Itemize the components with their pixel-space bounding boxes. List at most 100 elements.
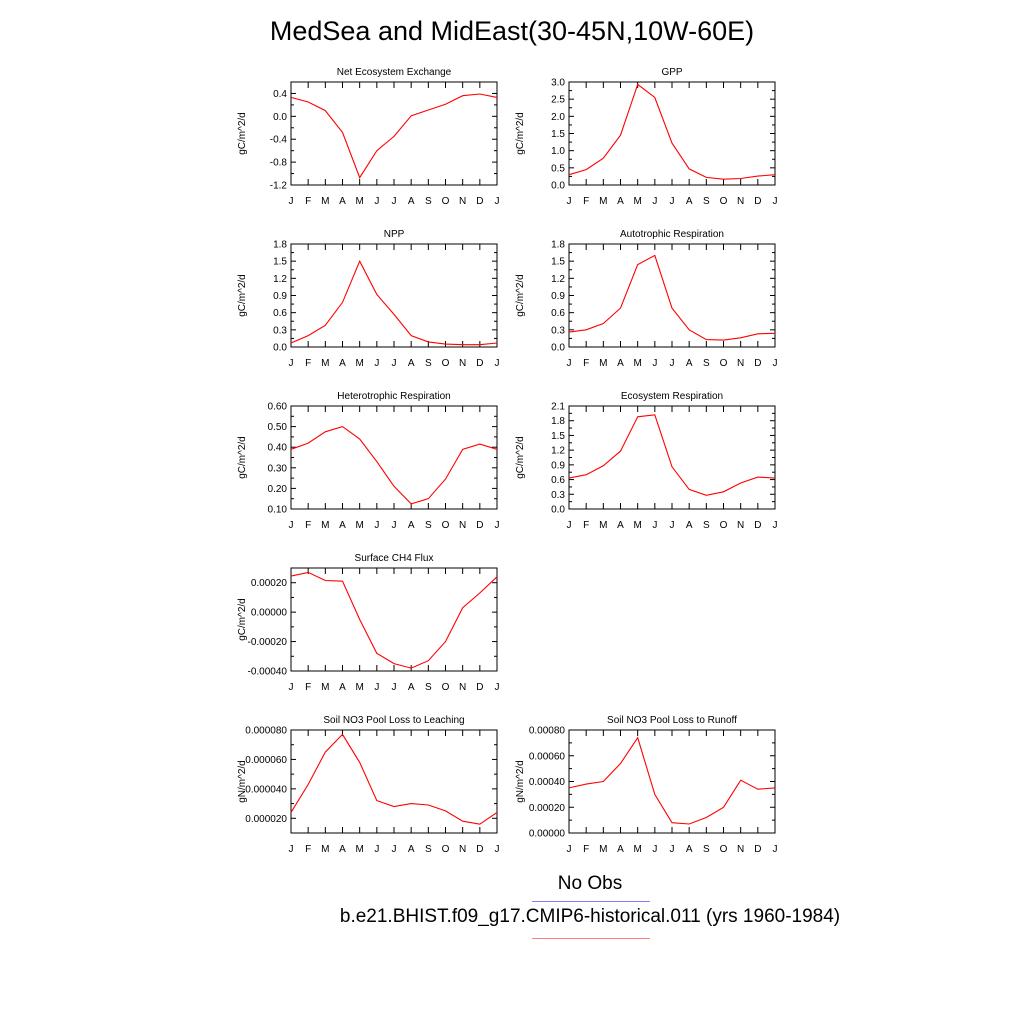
legend-case-line <box>532 938 650 939</box>
x-tick-label: J <box>495 520 500 531</box>
x-tick-label: F <box>583 358 589 369</box>
x-tick-label: F <box>583 844 589 855</box>
series-line <box>568 736 776 825</box>
x-tick-label: M <box>599 196 607 207</box>
x-tick-label: M <box>321 358 329 369</box>
x-tick-label: A <box>617 196 624 207</box>
x-tick-label: J <box>773 358 778 369</box>
x-tick-label: A <box>686 844 693 855</box>
x-tick-label: O <box>442 844 450 855</box>
y-tick-label: -0.00020 <box>248 637 288 648</box>
x-tick-label: J <box>374 682 379 693</box>
x-tick-label: A <box>339 358 346 369</box>
chart-title: Autotrophic Respiration <box>620 229 724 240</box>
x-tick-label: N <box>737 196 744 207</box>
page-title: MedSea and MidEast(30-45N,10W-60E) <box>269 16 755 46</box>
y-axis-label: gC/m^2/d <box>515 436 526 479</box>
x-tick-label: M <box>321 682 329 693</box>
plot-frame <box>568 81 776 186</box>
x-tick-label: S <box>425 682 432 693</box>
x-tick-label: J <box>392 196 397 207</box>
y-tick-label: 0.9 <box>551 460 565 471</box>
y-tick-label: 0.00040 <box>529 777 566 788</box>
y-axis-label: gN/m^2/d <box>515 760 526 803</box>
y-tick-label: 1.8 <box>551 240 565 251</box>
legend-obs-line <box>532 901 650 902</box>
chart-title: Soil NO3 Pool Loss to Runoff <box>607 715 737 726</box>
chart-panel-8: Soil NO3 Pool Loss to RunoffgN/m^2/d0.00… <box>515 715 778 855</box>
x-tick-label: M <box>599 844 607 855</box>
x-tick-label: D <box>754 358 761 369</box>
x-tick-label: J <box>495 682 500 693</box>
plot-frame <box>568 405 776 510</box>
y-tick-label: 0.0 <box>273 112 287 123</box>
x-tick-label: J <box>773 844 778 855</box>
x-tick-label: S <box>703 358 710 369</box>
x-tick-label: A <box>408 358 415 369</box>
y-tick-label: 0.000040 <box>245 784 287 795</box>
y-tick-label: 0.0 <box>551 505 565 516</box>
x-tick-label: J <box>289 358 294 369</box>
x-tick-label: J <box>495 358 500 369</box>
y-axis-label: gN/m^2/d <box>237 760 248 803</box>
y-tick-label: 0.3 <box>551 490 565 501</box>
chart-title: GPP <box>661 67 682 78</box>
x-tick-label: J <box>374 844 379 855</box>
x-tick-label: N <box>459 358 466 369</box>
y-tick-label: 0.00080 <box>529 726 566 737</box>
y-tick-label: 0.0 <box>551 343 565 354</box>
x-tick-label: J <box>392 682 397 693</box>
y-tick-label: 0.6 <box>551 308 565 319</box>
x-tick-label: S <box>703 196 710 207</box>
y-tick-label: 0.5 <box>551 163 565 174</box>
x-tick-label: A <box>408 196 415 207</box>
y-tick-label: 0.60 <box>268 402 288 413</box>
y-tick-label: 2.1 <box>551 402 565 413</box>
y-tick-label: 0.00000 <box>251 608 288 619</box>
x-tick-label: D <box>754 520 761 531</box>
x-tick-label: J <box>652 844 657 855</box>
y-tick-label: 0.9 <box>551 291 565 302</box>
x-tick-label: J <box>670 844 675 855</box>
x-tick-label: A <box>686 520 693 531</box>
x-tick-label: J <box>652 196 657 207</box>
x-tick-label: N <box>459 844 466 855</box>
y-tick-label: 1.2 <box>551 446 565 457</box>
y-tick-label: 3.0 <box>551 78 565 89</box>
y-tick-label: 0.000060 <box>245 755 287 766</box>
y-tick-label: 1.5 <box>551 431 565 442</box>
y-tick-label: -0.4 <box>270 135 288 146</box>
x-tick-label: J <box>392 520 397 531</box>
x-tick-label: O <box>720 196 728 207</box>
x-tick-label: S <box>703 520 710 531</box>
plot-frame <box>290 405 498 510</box>
x-tick-label: M <box>355 196 363 207</box>
plot-frame <box>290 81 498 186</box>
x-tick-label: A <box>408 844 415 855</box>
y-axis-label: gC/m^2/d <box>515 112 526 155</box>
series-line <box>568 83 776 180</box>
y-tick-label: 0.10 <box>268 505 288 516</box>
x-tick-label: M <box>355 358 363 369</box>
x-tick-label: A <box>686 196 693 207</box>
x-tick-label: M <box>321 844 329 855</box>
x-tick-label: F <box>305 358 311 369</box>
x-tick-label: D <box>476 196 483 207</box>
y-axis-label: gC/m^2/d <box>237 112 248 155</box>
x-tick-label: J <box>392 358 397 369</box>
x-tick-label: F <box>305 520 311 531</box>
x-tick-label: J <box>670 196 675 207</box>
x-tick-label: M <box>321 520 329 531</box>
y-tick-label: 0.20 <box>268 484 288 495</box>
x-tick-label: S <box>703 844 710 855</box>
x-tick-label: D <box>476 358 483 369</box>
x-tick-label: A <box>339 682 346 693</box>
x-tick-label: J <box>495 844 500 855</box>
x-tick-label: M <box>355 520 363 531</box>
y-tick-label: 1.8 <box>273 240 287 251</box>
x-tick-label: S <box>425 358 432 369</box>
x-tick-label: M <box>599 520 607 531</box>
x-tick-label: J <box>374 196 379 207</box>
x-tick-label: M <box>321 196 329 207</box>
